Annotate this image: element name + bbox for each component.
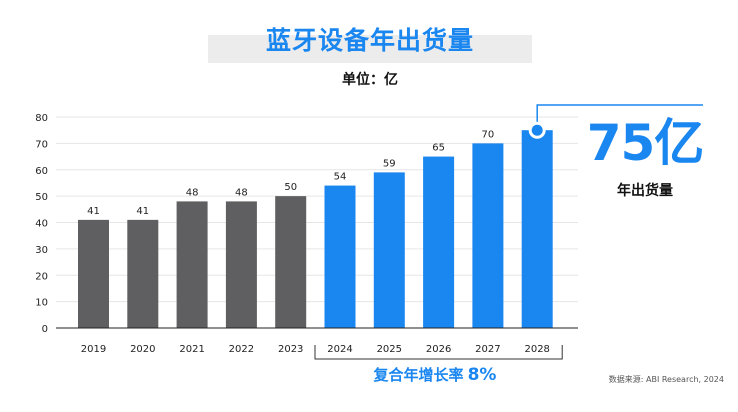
data-label: 48 xyxy=(235,187,248,198)
cagr-annotation: 复合年增长率 8% xyxy=(300,364,570,385)
bar xyxy=(521,130,553,328)
cagr-label: 复合年增长率 xyxy=(373,366,464,384)
y-tick-label: 0 xyxy=(42,324,48,335)
data-label: 54 xyxy=(334,172,347,183)
callout-label: 年出货量 xyxy=(617,183,673,199)
y-tick-label: 60 xyxy=(35,166,48,177)
y-tick-label: 30 xyxy=(35,245,48,256)
source-note: 数据来源: ABI Research, 2024 xyxy=(608,375,724,384)
data-label: 50 xyxy=(284,182,297,193)
x-tick-label: 2022 xyxy=(229,344,254,355)
unit-label: 单位：亿 xyxy=(342,72,398,88)
data-label: 41 xyxy=(87,206,100,217)
callout-value: 75亿 xyxy=(586,114,705,172)
bar xyxy=(176,201,208,328)
bar xyxy=(324,185,356,328)
y-tick-label: 70 xyxy=(35,139,48,150)
x-tick-label: 2027 xyxy=(475,344,500,355)
y-tick-label: 10 xyxy=(35,298,48,309)
x-tick-label: 2019 xyxy=(81,344,106,355)
y-tick-label: 20 xyxy=(35,271,48,282)
y-tick-label: 50 xyxy=(35,192,48,203)
bar xyxy=(373,172,405,328)
bar xyxy=(225,201,257,328)
bar xyxy=(472,143,504,328)
title-band xyxy=(208,35,532,63)
data-label: 41 xyxy=(136,206,149,217)
bar xyxy=(275,196,307,328)
data-label: 48 xyxy=(186,187,199,198)
data-label: 59 xyxy=(383,158,396,169)
x-tick-label: 2024 xyxy=(327,344,352,355)
chart-title: 蓝牙设备年出货量 xyxy=(265,26,474,55)
x-tick-label: 2023 xyxy=(278,344,303,355)
x-tick-label: 2026 xyxy=(426,344,451,355)
x-tick-label: 2020 xyxy=(130,344,155,355)
y-tick-label: 40 xyxy=(35,219,48,230)
y-tick-label: 80 xyxy=(35,113,48,124)
cagr-value: 8% xyxy=(467,365,497,385)
projection-bracket xyxy=(314,345,563,360)
bar xyxy=(423,156,455,328)
x-tick-label: 2021 xyxy=(179,344,204,355)
callout-marker xyxy=(528,121,546,139)
x-tick-label: 2028 xyxy=(524,344,549,355)
bar xyxy=(127,219,159,328)
bar xyxy=(78,219,109,328)
data-label: 70 xyxy=(482,129,495,140)
x-tick-label: 2025 xyxy=(377,344,402,355)
data-label: 65 xyxy=(432,143,445,154)
